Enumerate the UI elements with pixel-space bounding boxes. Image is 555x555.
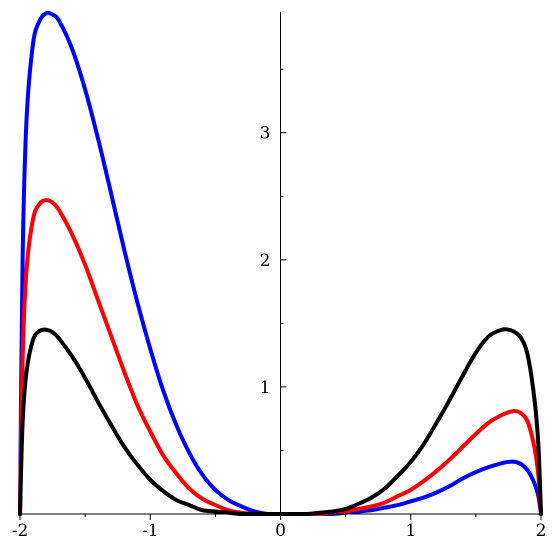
axis-layer: -2 -1 0 1 2 1 2 3 — [12, 12, 547, 541]
x-tick-label: -1 — [142, 521, 159, 541]
y-tick-label: 3 — [260, 124, 271, 144]
y-tick-label: 2 — [260, 251, 271, 271]
x-tick-label: 0 — [275, 521, 286, 541]
y-tick-label: 1 — [260, 378, 271, 398]
x-tick-label: 1 — [405, 521, 416, 541]
x-tick-label: -2 — [12, 521, 29, 541]
x-tick-label: 2 — [536, 521, 547, 541]
